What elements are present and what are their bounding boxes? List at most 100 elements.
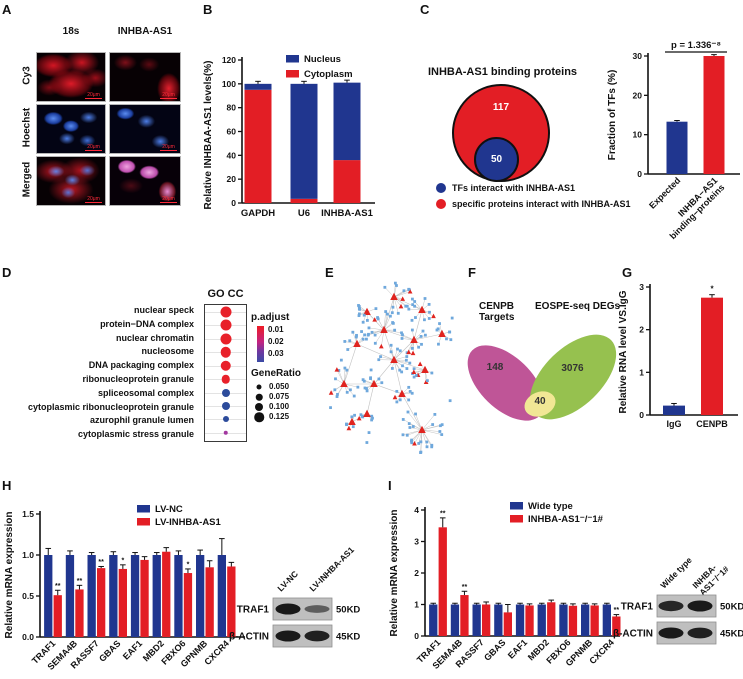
y-tick-label: 60 (227, 127, 237, 137)
square-node (402, 289, 406, 293)
go-term: cytoplasmic stress granule (77, 429, 194, 440)
square-node (414, 412, 417, 416)
square-node (361, 378, 365, 382)
square-node (361, 337, 365, 341)
square-node (363, 386, 367, 390)
bar-LV-INHBA-AS1-MBD2 (162, 551, 171, 637)
square-node (365, 319, 369, 322)
square-node (395, 389, 399, 393)
size-dot (256, 384, 262, 390)
go-term: DNA packaging complex (88, 360, 194, 371)
dot-row (205, 372, 246, 386)
edge (421, 425, 441, 431)
square-node (373, 341, 377, 345)
y-tick-label: 2 (414, 568, 419, 578)
size-label: 0.125 (269, 412, 290, 421)
edge (409, 427, 423, 431)
square-node (345, 368, 349, 372)
bar-Cytoplasm-U6 (290, 198, 318, 203)
square-node (410, 391, 414, 395)
square-node (421, 329, 425, 333)
go-dot (221, 374, 230, 384)
edge (393, 359, 403, 395)
square-node (343, 366, 347, 370)
square-node (336, 392, 339, 396)
square-node (348, 339, 352, 343)
significance-mark: * (121, 557, 124, 564)
square-node (407, 422, 411, 426)
y-tick-label: 0 (637, 169, 642, 179)
go-dot (220, 319, 231, 331)
square-node (419, 450, 423, 454)
edge (421, 424, 433, 431)
edge (383, 329, 415, 341)
panel-d-label: D (2, 265, 12, 280)
legend-swatch (286, 55, 299, 63)
legend-label: INHBA-AS1⁻/⁻1# (528, 514, 604, 525)
bar-INHBA-AS1⁻/⁻1#-MBD2 (547, 602, 556, 636)
square-node (351, 425, 355, 429)
triangle-node (410, 335, 418, 344)
square-node (339, 358, 343, 362)
square-node (433, 413, 437, 416)
triangle-node (353, 339, 361, 348)
bar-Cytoplasm-GAPDH (244, 89, 272, 203)
triangle-node (417, 361, 423, 367)
square-node (400, 331, 403, 335)
edge (401, 393, 423, 431)
dot-row (205, 305, 246, 319)
square-node (405, 355, 409, 358)
venn-inner-circle: 50 (474, 137, 519, 182)
significance-mark: ** (462, 584, 468, 591)
legend-label: Cytoplasm (304, 69, 353, 80)
panel-h-label: H (2, 478, 12, 493)
square-node (376, 316, 379, 319)
micrograph-hoechst-inhba-as1: 20μm (109, 104, 181, 154)
square-node (365, 441, 369, 444)
go-dot (220, 346, 231, 358)
go-term: nuclear speck (133, 305, 194, 315)
square-node (354, 335, 358, 339)
square-node (411, 297, 414, 301)
square-node (405, 304, 409, 308)
edge (421, 429, 442, 435)
square-node (365, 387, 368, 390)
fractionation-stacked-bar-chart: 0 20 40 60 80 100 120 Relative INHBAA-AS1 level… (203, 54, 375, 219)
y-axis-title: Relative RNA level VS.IgG (618, 290, 629, 413)
square-node (428, 310, 431, 314)
square-node (389, 350, 393, 354)
square-node (360, 330, 363, 333)
y-tick-label: 20 (633, 90, 643, 100)
dot-row (205, 399, 246, 413)
square-node (448, 330, 451, 334)
square-node (398, 368, 402, 372)
edge (393, 359, 410, 364)
y-tick-label: 10 (633, 130, 643, 140)
y-tick-label: 1 (639, 367, 644, 377)
edge (393, 291, 411, 298)
square-node (374, 307, 378, 311)
protein-band (304, 630, 330, 642)
protein-band (687, 627, 713, 639)
triangle-node (421, 365, 429, 374)
square-node (335, 395, 339, 398)
x-category-label: GBAS (482, 637, 507, 662)
bar-Cytoplasm-INHBA-AS1 (333, 160, 361, 203)
y-axis-title: Relative INHBAA-AS1 levels(%) (203, 61, 214, 210)
protein-band (275, 603, 301, 615)
bar-INHBA-AS1⁻/⁻1#-GBAS (503, 612, 512, 636)
panel-b-label: B (203, 2, 213, 17)
venn-count: 148 (486, 362, 504, 373)
scale-bar: 20μm (160, 145, 177, 151)
square-node (355, 333, 358, 337)
square-node (367, 332, 370, 336)
dotplot-frame (204, 304, 247, 442)
triangle-node (398, 389, 406, 398)
bar-LV-INHBA-AS1-GBAS (118, 568, 127, 637)
edge (344, 341, 358, 345)
bar-0 (666, 121, 688, 174)
y-tick-label: 30 (633, 51, 643, 61)
square-node (438, 430, 442, 433)
square-node (398, 398, 402, 402)
micrograph-hoechst-18s: 20μm (36, 104, 106, 154)
